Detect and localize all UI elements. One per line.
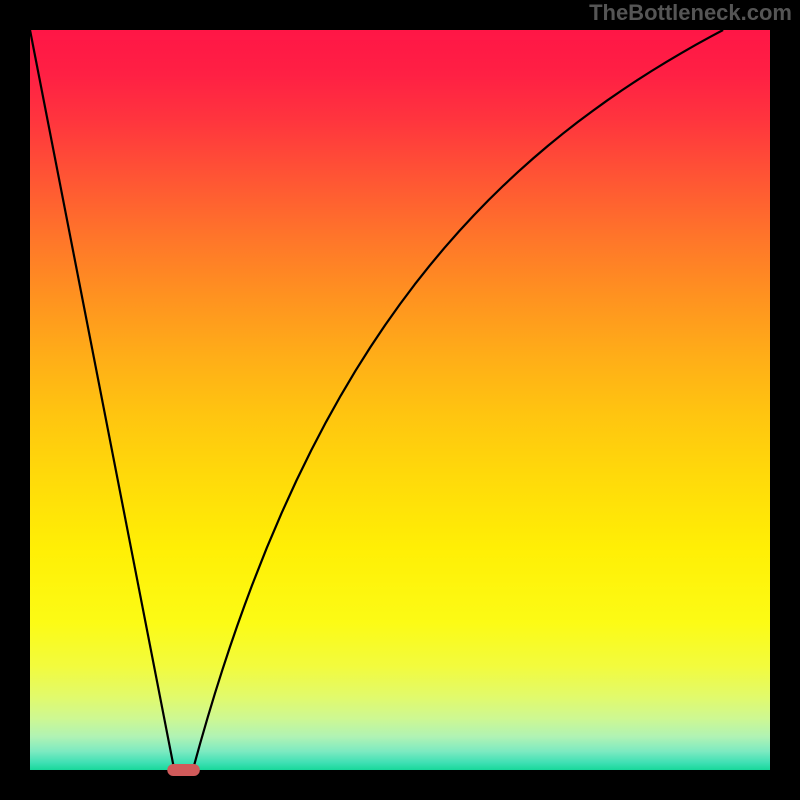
watermark-text: TheBottleneck.com [589,0,792,26]
chart-stage: TheBottleneck.com [0,0,800,800]
plot-background [30,30,770,770]
bottleneck-chart [0,0,800,800]
bottleneck-marker [167,764,200,776]
